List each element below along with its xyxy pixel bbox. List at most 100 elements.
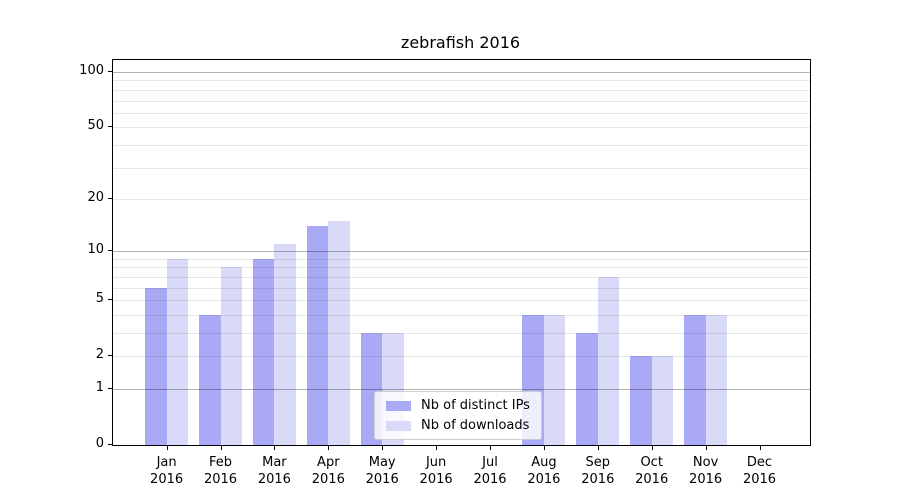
chart-title: zebrafish 2016 (400, 33, 521, 52)
y-tick-20 (108, 198, 112, 199)
x-tick-month: Sep (585, 455, 611, 470)
legend: Nb of distinct IPs Nb of downloads (374, 391, 542, 440)
y-tick-10 (108, 250, 112, 252)
legend-label-downloads: Nb of downloads (421, 418, 530, 433)
x-tick-month: Apr (317, 455, 340, 470)
x-tick-month: Feb (208, 455, 233, 470)
x-tick-year: 2016 (635, 472, 669, 487)
x-tick-year: 2016 (150, 472, 184, 487)
minor-gridline-70 (113, 100, 810, 102)
minor-gridline-5 (113, 300, 810, 302)
x-tick-label-jul-2016: Jul 2016 (462, 454, 518, 488)
bar-distinct-ips-mar-2016 (252, 258, 275, 445)
x-tick-aug-2016 (543, 446, 545, 450)
minor-gridline-80 (113, 89, 810, 91)
x-tick-jan-2016 (166, 446, 168, 450)
y-tick-label-2: 2 (95, 347, 104, 363)
x-tick-year: 2016 (257, 472, 291, 487)
bar-downloads-feb-2016 (220, 267, 242, 445)
y-tick-2 (108, 355, 112, 357)
bar-distinct-ips-jan-2016 (145, 287, 167, 445)
y-tick-label-0: 0 (95, 436, 104, 451)
bar-distinct-ips-oct-2016 (630, 356, 652, 445)
minor-gridline-6 (113, 287, 810, 289)
bar-distinct-ips-sep-2016 (576, 333, 598, 445)
bar-downloads-oct-2016 (651, 356, 674, 445)
legend-entry-distinct-ips: Nb of distinct IPs (386, 398, 530, 413)
x-tick-may-2016 (382, 446, 384, 450)
x-tick-label-jan-2016: Jan 2016 (139, 454, 195, 488)
legend-entry-downloads: Nb of downloads (386, 418, 530, 433)
major-gridline-10 (113, 251, 810, 253)
bar-downloads-mar-2016 (274, 244, 296, 445)
minor-gridline-50 (113, 127, 810, 129)
x-tick-month: Aug (531, 455, 557, 470)
minor-gridline-8 (113, 267, 810, 269)
x-tick-oct-2016 (651, 446, 653, 450)
bar-distinct-ips-apr-2016 (306, 226, 329, 445)
bar-downloads-jan-2016 (166, 258, 189, 445)
minor-gridline-30 (113, 167, 810, 169)
y-tick-100 (108, 71, 112, 72)
x-tick-label-mar-2016: Mar 2016 (246, 454, 302, 488)
x-tick-year: 2016 (742, 472, 777, 487)
y-tick-0 (108, 444, 112, 445)
minor-gridline-4 (113, 314, 810, 316)
x-tick-year: 2016 (689, 472, 723, 487)
y-tick-1 (108, 388, 112, 389)
x-tick-sep-2016 (597, 446, 599, 450)
plot-area (112, 59, 811, 446)
minor-gridline-3 (113, 333, 810, 334)
x-tick-year: 2016 (311, 472, 345, 487)
bar-downloads-apr-2016 (328, 220, 350, 445)
y-tick-label-50: 50 (87, 118, 104, 134)
minor-gridline-40 (113, 144, 810, 146)
x-tick-label-nov-2016: Nov 2016 (678, 454, 734, 488)
x-tick-month: Jan (156, 455, 177, 470)
x-tick-nov-2016 (705, 446, 707, 450)
x-tick-month: Jul (482, 455, 498, 470)
x-tick-year: 2016 (581, 472, 615, 487)
y-tick-label-10: 10 (87, 242, 104, 258)
x-tick-label-feb-2016: Feb 2016 (193, 454, 249, 488)
x-tick-month: Oct (640, 455, 663, 470)
x-tick-dec-2016 (759, 446, 761, 450)
y-tick-label-5: 5 (95, 291, 104, 307)
y-tick-label-1: 1 (95, 380, 104, 395)
x-tick-year: 2016 (203, 472, 238, 487)
legend-label-distinct-ips: Nb of distinct IPs (421, 398, 530, 413)
major-gridline-100 (113, 72, 810, 73)
minor-gridline-7 (113, 276, 810, 278)
x-tick-label-apr-2016: Apr 2016 (300, 454, 356, 488)
bar-downloads-nov-2016 (705, 314, 728, 445)
major-gridline-1 (113, 389, 810, 390)
x-tick-mar-2016 (274, 446, 276, 450)
minor-gridline-2 (113, 356, 810, 358)
x-tick-jun-2016 (436, 446, 438, 450)
x-tick-month: May (368, 455, 396, 470)
x-tick-year: 2016 (527, 472, 561, 487)
x-tick-label-aug-2016: Aug 2016 (516, 454, 572, 488)
x-tick-label-jun-2016: Jun 2016 (408, 454, 464, 488)
x-tick-month: Mar (262, 455, 287, 470)
x-tick-month: Dec (746, 455, 773, 470)
minor-gridline-9 (113, 258, 810, 260)
bar-downloads-aug-2016 (543, 314, 566, 445)
minor-gridline-20 (113, 199, 810, 200)
legend-swatch-distinct-ips (386, 400, 411, 411)
bar-distinct-ips-feb-2016 (199, 314, 221, 445)
bar-downloads-sep-2016 (597, 276, 620, 445)
x-tick-feb-2016 (220, 446, 222, 450)
x-tick-label-dec-2016: Dec 2016 (732, 454, 788, 488)
x-tick-apr-2016 (328, 446, 330, 450)
y-tick-label-20: 20 (87, 190, 104, 205)
y-tick-label-100: 100 (79, 63, 104, 78)
x-tick-year: 2016 (419, 472, 453, 487)
x-tick-jul-2016 (490, 446, 491, 450)
bar-distinct-ips-nov-2016 (684, 314, 706, 445)
x-tick-label-oct-2016: Oct 2016 (624, 454, 680, 488)
y-tick-50 (108, 126, 112, 128)
y-tick-5 (108, 299, 112, 301)
x-tick-month: Jun (425, 455, 447, 470)
